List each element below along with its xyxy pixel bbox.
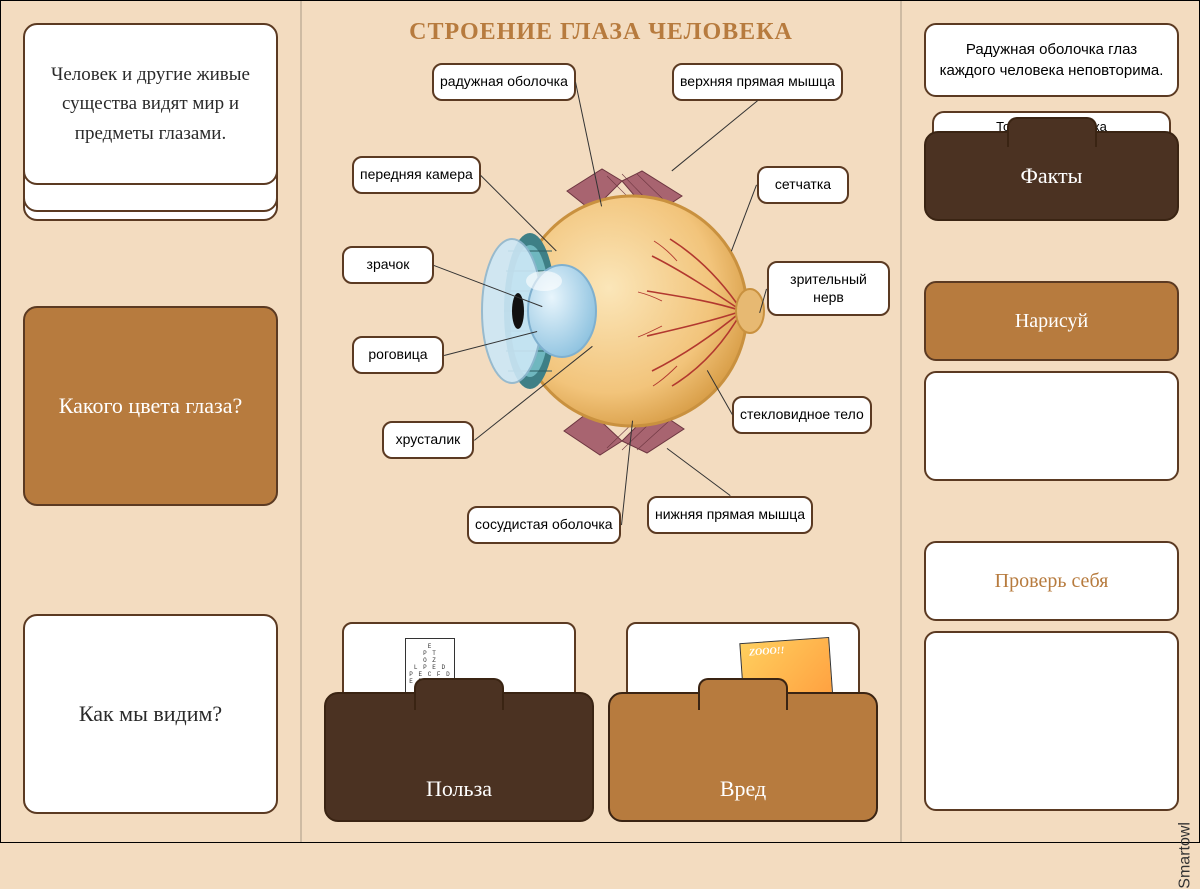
- label-sup_rectus: верхняя прямая мышца: [672, 63, 843, 101]
- label-choroid: сосудистая оболочка: [467, 506, 621, 544]
- howsee-card-wrap: Как мы видим?: [23, 614, 278, 814]
- draw-card-blank[interactable]: [924, 371, 1179, 481]
- howsee-text: Как мы видим?: [79, 697, 222, 731]
- page-title: СТРОЕНИЕ ГЛАЗА ЧЕЛОВЕКА: [302, 19, 900, 46]
- watermark: Smartowl: [1177, 822, 1195, 889]
- label-vitreous: стекловидное тело: [732, 396, 872, 434]
- left-column: Человек и другие живые существа видят ми…: [1, 1, 301, 842]
- harm-pocket[interactable]: Вред: [608, 622, 878, 822]
- intro-card[interactable]: Человек и другие живые существа видят ми…: [23, 23, 278, 185]
- label-anterior: передняя камера: [352, 156, 481, 194]
- label-retina: сетчатка: [757, 166, 849, 204]
- fact-top-text: Радужная оболочка глаз каждого человека …: [940, 41, 1164, 79]
- color-question-text: Какого цвета глаза?: [59, 393, 243, 419]
- intro-card-stack: Человек и другие живые существа видят ми…: [23, 23, 278, 203]
- right-column: Радужная оболочка глаз каждого человека …: [901, 1, 1200, 842]
- draw-card-label[interactable]: Нарисуй: [924, 281, 1179, 361]
- label-inf_rectus: нижняя прямая мышца: [647, 496, 813, 534]
- label-pupil: зрачок: [342, 246, 434, 284]
- label-lens: хрусталик: [382, 421, 474, 459]
- benefit-front: Польза: [324, 692, 594, 822]
- howsee-card[interactable]: Как мы видим?: [23, 614, 278, 814]
- facts-pocket[interactable]: Факты: [924, 131, 1179, 221]
- benefit-label: Польза: [426, 776, 492, 802]
- quiz-card-label[interactable]: Проверь себя: [924, 541, 1179, 621]
- facts-tab: [1007, 117, 1097, 147]
- harm-front: Вред: [608, 692, 878, 822]
- eye-illustration: [472, 161, 772, 461]
- label-cornea: роговица: [352, 336, 444, 374]
- facts-label: Факты: [1021, 163, 1083, 189]
- fact-card-top[interactable]: Радужная оболочка глаз каждого человека …: [924, 23, 1179, 97]
- label-iris: радужная оболочка: [432, 63, 576, 101]
- quiz-label-text: Проверь себя: [995, 570, 1109, 593]
- color-question-card-wrap: Какого цвета глаза?: [23, 306, 278, 506]
- intro-text: Человек и другие живые существа видят ми…: [41, 60, 260, 148]
- benefit-tab: [414, 678, 504, 710]
- harm-tab: [698, 678, 788, 710]
- eye-diagram: радужная оболочка передняя камера зрачок ро…: [312, 51, 890, 581]
- color-question-card[interactable]: Какого цвета глаза?: [23, 306, 278, 506]
- label-optic_nerve: зрительный нерв: [767, 261, 890, 316]
- harm-label: Вред: [720, 776, 766, 802]
- draw-label-text: Нарисуй: [1015, 310, 1088, 333]
- center-column: СТРОЕНИЕ ГЛАЗА ЧЕЛОВЕКА: [301, 1, 901, 842]
- benefit-pocket[interactable]: EP TO ZL P E DP E C F DE D F C Z P Польз…: [324, 622, 594, 822]
- quiz-card-blank[interactable]: [924, 631, 1179, 811]
